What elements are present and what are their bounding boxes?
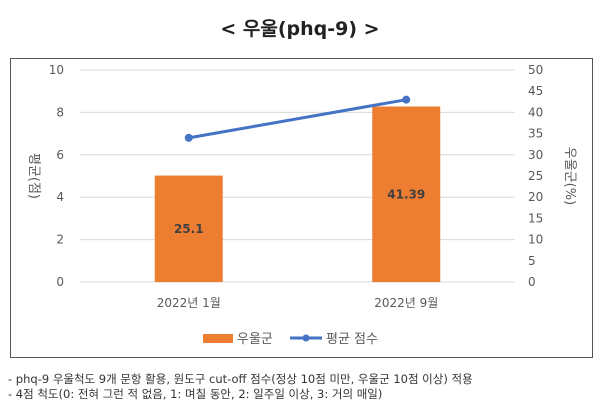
footnote: - 4점 척도(0: 전혀 그런 적 없음, 1: 며칠 동안, 2: 일주일 …: [8, 387, 383, 401]
legend-swatch-bar: [203, 334, 233, 343]
legend-label: 우울군: [237, 332, 273, 347]
y-tick-right: 25: [528, 169, 543, 183]
y-tick-right: 10: [528, 233, 543, 247]
y-tick-right: 40: [528, 105, 543, 119]
data-label: 25.1: [174, 222, 204, 236]
y-tick-right: 30: [528, 148, 543, 162]
y-tick-left: 6: [56, 148, 64, 162]
y-tick-right: 50: [528, 63, 543, 77]
y-tick-right: 5: [528, 254, 536, 268]
footnote: - phq-9 우울척도 9개 문항 활용, 원도구 cut-off 점수(정상…: [8, 372, 473, 386]
y-tick-left: 2: [56, 233, 64, 247]
y-tick-right: 15: [528, 211, 543, 225]
y-tick-right: 45: [528, 84, 543, 98]
chart-title: < 우울(phq-9) >: [220, 18, 380, 40]
chart-frame: [10, 58, 593, 358]
y-axis-label-left: 평균(점): [26, 153, 41, 199]
y-tick-left: 10: [49, 63, 64, 77]
y-axis-label-right: 우울군(%): [562, 147, 577, 205]
x-tick: 2022년 9월: [374, 296, 438, 310]
footnotes: - phq-9 우울척도 9개 문항 활용, 원도구 cut-off 점수(정상…: [8, 372, 473, 402]
series-line: [188, 98, 407, 140]
y-tick-right: 35: [528, 127, 543, 141]
legend-marker: [302, 334, 310, 342]
line-point: [402, 95, 411, 104]
y-tick-right: 0: [528, 275, 536, 289]
y-tick-left: 8: [56, 105, 64, 119]
bar: [154, 175, 223, 282]
y-tick-left: 0: [56, 275, 64, 289]
line-point: [184, 133, 193, 142]
legend-label: 평균 점수: [326, 332, 378, 347]
x-tick: 2022년 1월: [157, 296, 221, 310]
y-tick-right: 20: [528, 190, 543, 204]
y-tick-left: 4: [56, 190, 64, 204]
data-label: 41.39: [387, 187, 425, 201]
bar: [372, 106, 441, 282]
